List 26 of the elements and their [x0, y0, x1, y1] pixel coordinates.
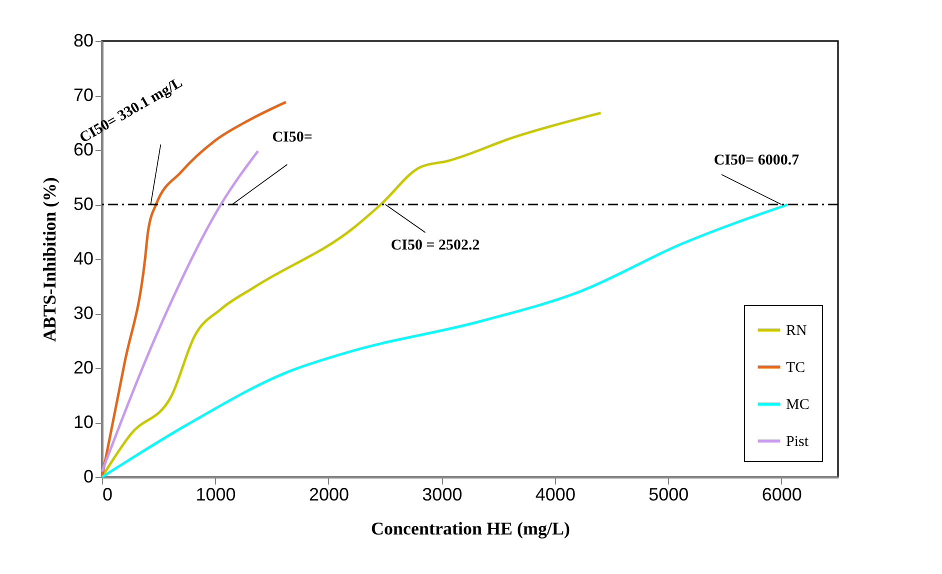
line-series [100, 150, 260, 473]
x-tick-label: 1000 [196, 484, 236, 504]
y-tick-label: 10 [73, 412, 94, 432]
x-tick-label: 6000 [762, 484, 802, 504]
y-tick-label: 20 [73, 358, 94, 378]
legend-label: Pist [786, 434, 810, 450]
x-axis-title: Concentration HE (mg/L) [371, 518, 570, 538]
x-tick-label: 4000 [535, 484, 576, 504]
y-tick-label: 80 [73, 30, 94, 50]
legend-label: RN [786, 323, 808, 339]
y-tick-label: 70 [73, 85, 94, 105]
x-tick-label: 5000 [648, 484, 689, 504]
annotation: CI50= 6000.7 [714, 152, 800, 168]
annotation: CI50= [272, 130, 312, 146]
legend-label: TC [786, 360, 806, 376]
annotation: CI50 = 2502.2 [390, 238, 480, 254]
y-tick-label: 0 [83, 466, 94, 486]
y-tick-label: 50 [73, 194, 94, 214]
y-axis-title: ABTS-Inhibition (%) [39, 177, 60, 342]
y-tick-label: 30 [73, 303, 94, 323]
x-tick-label: 2000 [308, 484, 349, 504]
x-tick-label: 3000 [422, 484, 462, 504]
x-tick-label: 0 [102, 484, 113, 504]
legend-label: MC [786, 397, 810, 413]
y-tick-label: 60 [73, 140, 94, 160]
y-tick-label: 40 [73, 248, 94, 268]
